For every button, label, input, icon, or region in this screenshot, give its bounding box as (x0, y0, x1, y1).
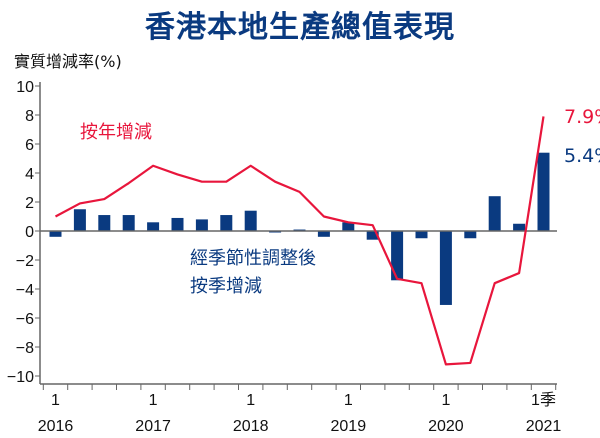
x-tick-year-label: 2021 (526, 418, 562, 435)
y-tick-label: 0 (25, 224, 34, 241)
y-tick-label: −10 (7, 369, 34, 386)
bar-series-label-2: 按季增減 (190, 276, 262, 297)
x-tick-year-label: 2017 (135, 418, 171, 435)
bar-series-label-1: 經季節性調整後 (190, 248, 316, 269)
x-tick-quarter-label: 1 (149, 392, 158, 409)
y-tick-label: 6 (25, 137, 34, 154)
bar (49, 231, 62, 237)
x-tick-quarter-label: 1 (441, 392, 450, 409)
bar (98, 215, 111, 231)
bar (220, 215, 233, 231)
bar-end-label: 5.4% (564, 145, 600, 167)
bar (464, 231, 477, 239)
bar (366, 231, 379, 240)
x-tick-quarter-label: 1 (344, 392, 353, 409)
y-tick-label: 8 (25, 108, 34, 125)
x-tick-year-label: 2016 (38, 418, 74, 435)
bar (415, 231, 428, 239)
y-tick-label: −8 (16, 340, 34, 357)
x-tick-quarter-label: 1 (51, 392, 60, 409)
y-tick-label: −4 (16, 282, 34, 299)
bar (317, 231, 330, 237)
bar (513, 223, 526, 231)
bar (439, 231, 452, 305)
y-tick-label: −2 (16, 253, 34, 270)
line-series (54, 116, 545, 366)
bar (73, 209, 86, 231)
bar (195, 219, 208, 231)
x-tick-year-label: 2018 (233, 418, 269, 435)
x-tick-year-label: 2020 (428, 418, 464, 435)
bar (147, 222, 160, 231)
bar (171, 217, 184, 231)
line-end-label: 7.9% (564, 106, 600, 128)
y-axis-label: 實質增減率(%) (14, 52, 122, 71)
line-series-label: 按年增減 (80, 122, 152, 143)
bar (342, 222, 355, 231)
y-tick-label: 10 (16, 79, 34, 96)
bar (244, 210, 257, 231)
y-tick-label: 2 (25, 195, 34, 212)
x-tick-year-label: 2019 (331, 418, 367, 435)
y-tick-label: 4 (25, 166, 34, 183)
x-tick-quarter-label: 1 (246, 392, 255, 409)
bar (391, 231, 404, 281)
chart-title: 香港本地生產總值表現 (145, 10, 455, 45)
y-tick-label: −6 (16, 311, 34, 328)
x-tick-quarter-label: 1季 (531, 391, 556, 409)
bar (488, 196, 501, 231)
bar (537, 152, 550, 231)
bar (122, 215, 135, 231)
